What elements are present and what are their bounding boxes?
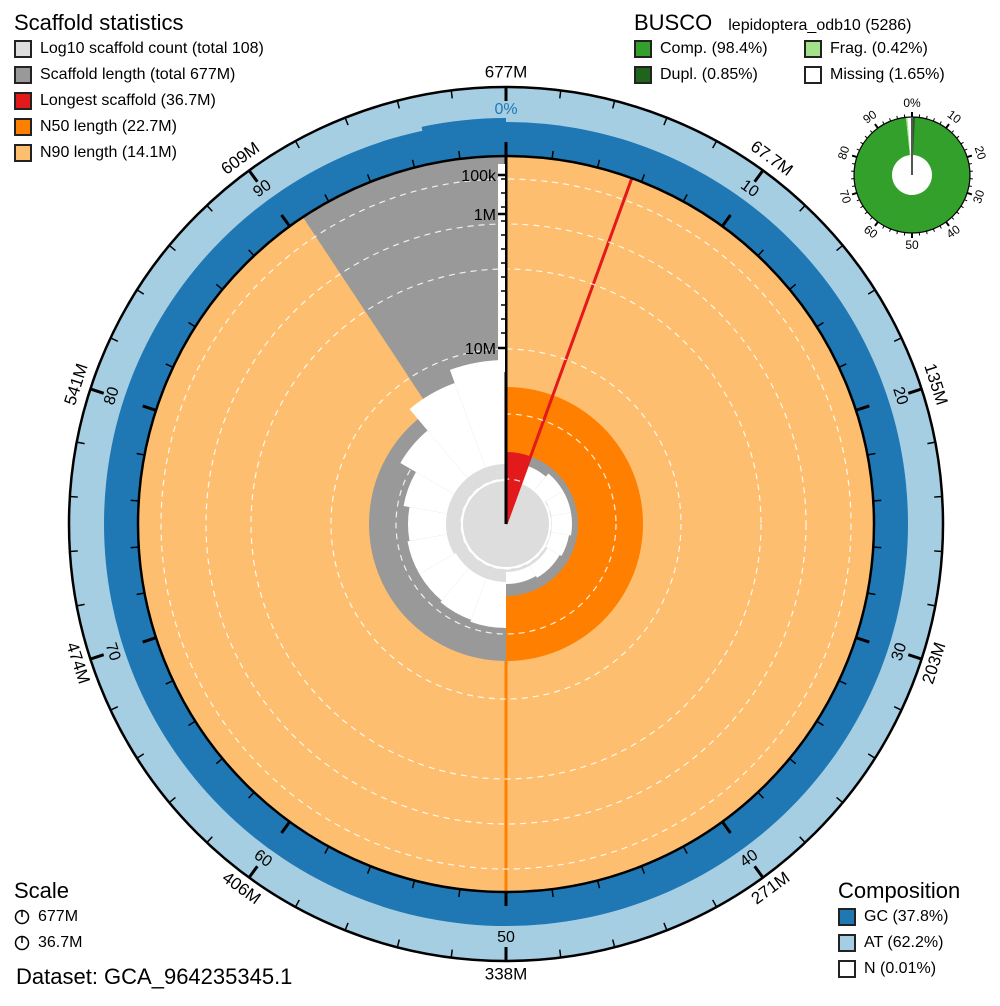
svg-text:50: 50 [497,929,515,946]
scale-legend: Scale 677M 36.7M [14,878,82,956]
swatch [14,144,32,162]
legend-item-gc: GC (37.8%) [838,904,960,930]
svg-text:40: 40 [944,222,963,241]
svg-text:10M: 10M [465,341,496,358]
legend-item-duplicated: Dupl. (0.85%) [634,62,804,88]
legend-item-n90: N90 length (14.1M) [14,140,264,166]
swatch [838,908,856,926]
svg-text:10: 10 [945,107,964,126]
svg-text:20: 20 [972,144,990,161]
clock-scale-icon [14,909,30,925]
busco-legend-title: BUSCO [634,10,713,35]
legend-item-n: N (0.01%) [838,956,960,982]
composition-legend-title: Composition [838,878,961,903]
svg-text:338M: 338M [485,964,528,983]
legend-item-longest-scaffold: Longest scaffold (36.7M) [14,88,264,114]
swatch [14,40,32,58]
swatch [804,40,822,58]
legend-item-at: AT (62.2%) [838,930,960,956]
legend-item-missing: Missing (1.65%) [804,62,974,88]
swatch [14,92,32,110]
svg-text:20: 20 [889,385,911,407]
composition-legend: Composition GC (37.8%) AT (62.2%) N (0.0… [838,878,960,982]
swatch [634,40,652,58]
busco-lineage: lepidoptera_odb10 (5286) [728,17,912,34]
svg-text:30: 30 [970,188,988,205]
clock-scale-icon [14,935,30,951]
main-snail: 100k1M10M677M0%67.7M10135M20203M30271M40… [61,62,952,983]
dataset-label: Dataset: GCA_964235345.1 [16,964,293,989]
scale-item-longest: 36.7M [14,930,82,956]
svg-text:90: 90 [860,107,879,126]
svg-text:0%: 0% [494,101,517,118]
scaffold-legend-title: Scaffold statistics [14,10,184,35]
svg-text:60: 60 [861,222,880,241]
swatch [804,66,822,84]
swatch [14,118,32,136]
swatch [634,66,652,84]
svg-text:70: 70 [102,641,124,663]
svg-text:100k: 100k [461,168,497,185]
svg-text:80: 80 [835,144,853,161]
legend-item-log10-count: Log10 scaffold count (total 108) [14,36,264,62]
busco-legend: BUSCO lepidoptera_odb10 (5286) Comp. (98… [634,10,974,88]
svg-text:1M: 1M [474,207,496,224]
legend-item-fragmented: Frag. (0.42%) [804,36,974,62]
swatch [838,960,856,978]
svg-text:80: 80 [101,385,123,407]
svg-text:70: 70 [837,188,855,205]
svg-text:0%: 0% [903,96,921,110]
legend-item-scaffold-length: Scaffold length (total 677M) [14,62,264,88]
svg-text:30: 30 [889,641,911,663]
scaffold-legend: Scaffold statistics Log10 scaffold count… [14,10,264,166]
scale-legend-title: Scale [14,878,70,903]
svg-text:677M: 677M [485,62,528,81]
legend-item-n50: N50 length (22.7M) [14,114,264,140]
svg-text:50: 50 [905,238,919,252]
scale-item-total: 677M [14,904,82,930]
swatch [14,66,32,84]
busco-donut: 0% 10 20 30 40 50 60 70 80 90 [835,96,989,252]
swatch [838,934,856,952]
legend-item-complete: Comp. (98.4%) [634,36,804,62]
